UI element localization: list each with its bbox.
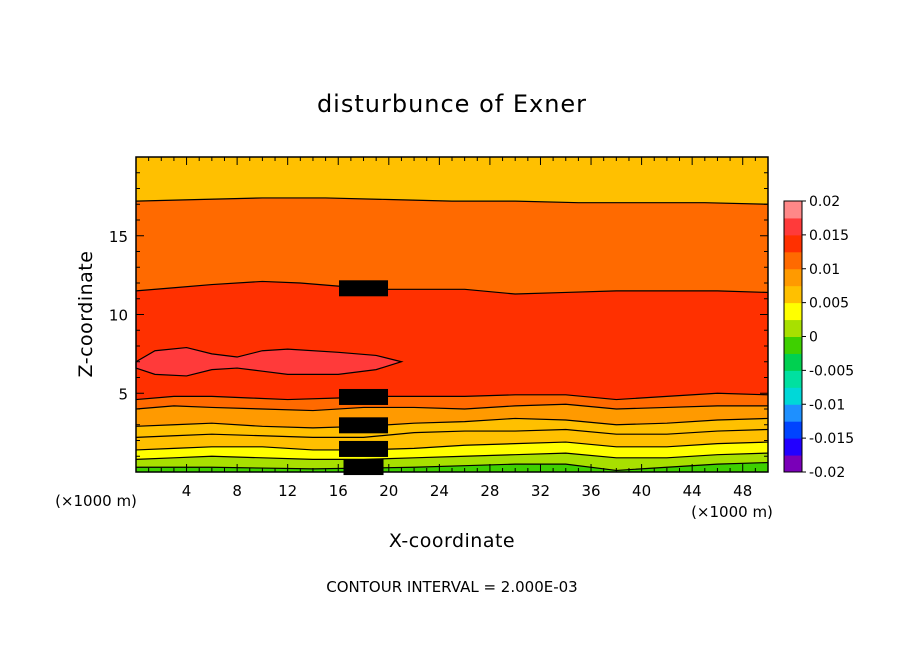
x-tick-label: 36 (581, 482, 600, 500)
colorbar-segment (784, 455, 802, 473)
colorbar-segment (784, 217, 802, 236)
contour-line (135, 403, 768, 412)
colorbar-tick-label: 0.02 (809, 194, 840, 210)
x-unit-label: (×1000 m) (691, 503, 773, 521)
colorbar-segment (784, 201, 802, 219)
contour-line (135, 392, 769, 401)
contour-label-bg (339, 388, 389, 405)
colorbar (783, 200, 803, 473)
colorbar-segment (784, 319, 802, 337)
contour-line (135, 197, 769, 205)
contour-line (135, 346, 404, 377)
contour-band (136, 347, 402, 376)
colorbar-tick-label: -0.02 (809, 465, 845, 481)
colorbar-segment (784, 353, 802, 371)
x-axis-label: X-coordinate (389, 530, 515, 552)
contour-label: 0.012 (342, 280, 385, 298)
contour-line (135, 428, 769, 438)
y-tick-label: 10 (109, 307, 128, 325)
contour-line (135, 280, 769, 295)
colorbar-segment (784, 438, 802, 456)
contour-interval-text: CONTOUR INTERVAL = 2.000E-03 (326, 578, 577, 596)
x-tick-label: 12 (278, 482, 297, 500)
contour-label-bg (343, 459, 384, 476)
contour-label: 0.004 (342, 441, 385, 459)
contour-label-bg (339, 280, 389, 297)
colorbar-tick-labels: 0.02 0.015 0.01 0.005 0 -0.005 -0.01 -0.015 -0.0… (802, 194, 854, 481)
x-tick-label: 4 (182, 482, 192, 500)
colorbar-segment (784, 336, 802, 354)
contour-line (135, 452, 769, 460)
contour-label-bg (339, 417, 389, 434)
plot-frame (135, 156, 769, 473)
colorbar-tick-label: 0.015 (809, 228, 849, 244)
colorbar-segment (784, 302, 802, 321)
y-tick-label: 15 (109, 228, 128, 246)
contour-line-layer (135, 197, 769, 472)
colorbar-segment (784, 234, 802, 253)
colorbar-segment (784, 404, 802, 422)
colorbar-segment (784, 251, 802, 270)
colorbar-segment (784, 370, 802, 388)
contour-fill-layer (136, 157, 768, 472)
colorbar-segment (784, 387, 802, 405)
x-tick-label: 8 (232, 482, 242, 500)
contour-label-bg (339, 440, 389, 457)
x-tick-label: 40 (632, 482, 651, 500)
chart-title: disturbunce of Exner (317, 90, 587, 118)
x-tick-label: 28 (480, 482, 499, 500)
colorbar-tick-label: 0.005 (809, 296, 849, 312)
x-tick-label: 24 (430, 482, 449, 500)
contour-label: 0.012 (342, 389, 385, 407)
colorbar-segment (784, 421, 802, 439)
x-tick-label: 16 (329, 482, 348, 500)
x-tick-label: 48 (733, 482, 752, 500)
x-tick-label: 20 (379, 482, 398, 500)
colorbar-segment (784, 285, 802, 304)
y-axis-label: Z-coordinate (75, 251, 97, 378)
z-unit-label: (×1000 m) (55, 492, 137, 510)
colorbar-segment (784, 268, 802, 287)
contour-band (136, 157, 768, 205)
contour-label: 0.008 (342, 417, 385, 435)
colorbar-tick-label: 0.01 (809, 262, 840, 278)
colorbar-tick-label: -0.005 (809, 363, 854, 379)
contour-line (135, 417, 769, 429)
y-tick-label: 5 (118, 385, 128, 403)
contour-line (135, 441, 769, 451)
colorbar-tick-label: -0.015 (809, 431, 854, 447)
x-tick-label: 44 (683, 482, 702, 500)
colorbar-tick-label: -0.01 (809, 397, 845, 413)
colorbar-tick-label: 0 (809, 330, 818, 346)
x-tick-label: 32 (531, 482, 550, 500)
